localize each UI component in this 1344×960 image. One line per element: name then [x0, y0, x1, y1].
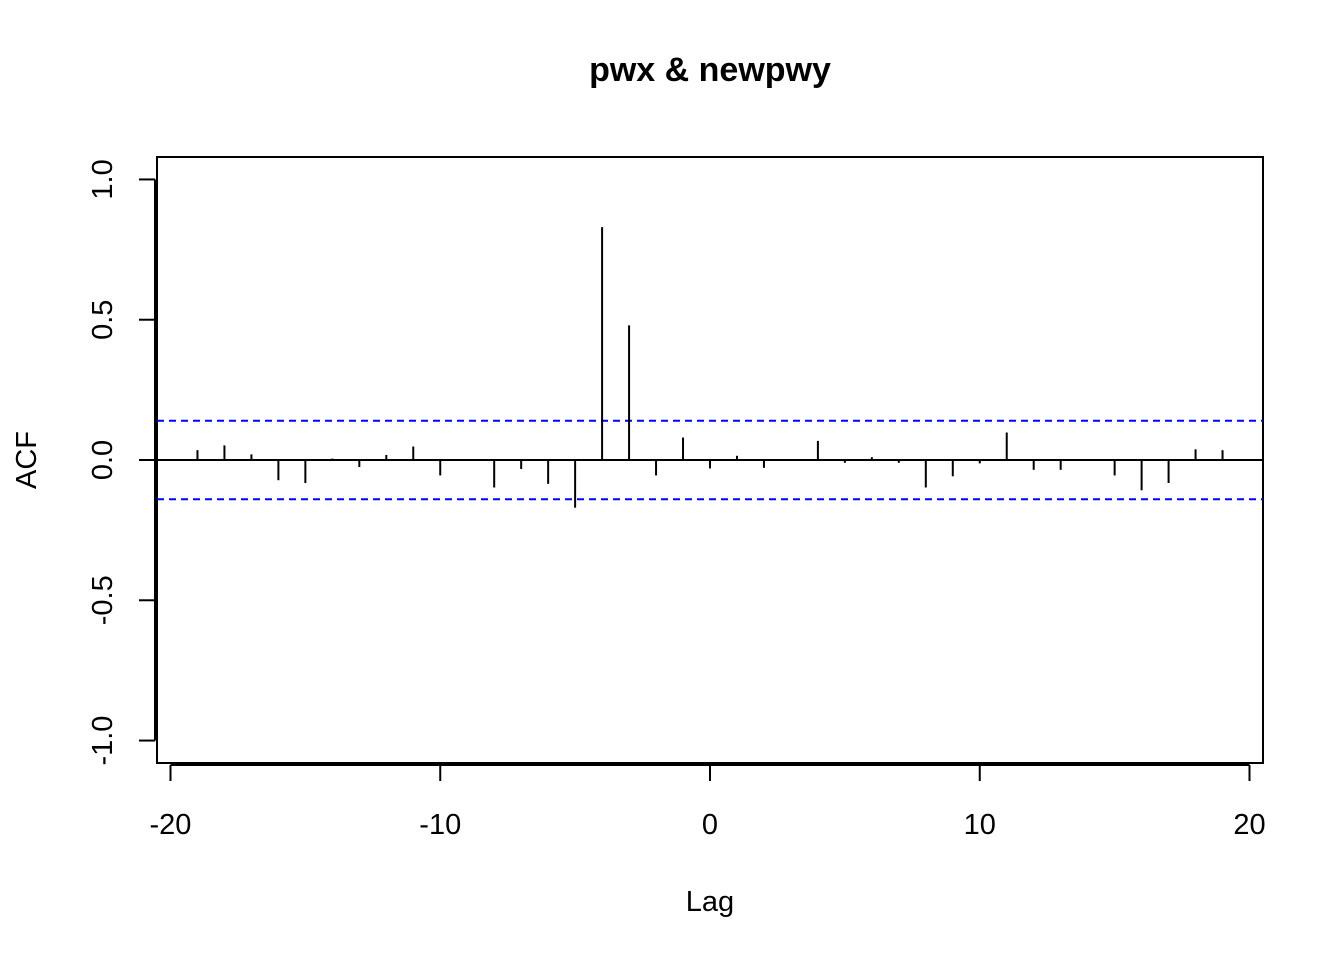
- y-tick-label: -1.0: [87, 716, 119, 766]
- plot-marks: [157, 227, 1263, 508]
- x-tick-label: 10: [964, 809, 996, 841]
- x-tick-label: 0: [702, 809, 718, 841]
- x-tick-label: -20: [150, 809, 192, 841]
- x-axis-label: Lag: [686, 886, 734, 918]
- y-tick-label: 1.0: [87, 159, 119, 199]
- x-tick-label: -10: [419, 809, 461, 841]
- x-tick-label: 20: [1233, 809, 1265, 841]
- y-axis: -1.0 -0.5 0.0 0.5 1.0: [87, 159, 156, 766]
- y-tick-label: 0.5: [87, 300, 119, 340]
- x-axis: -20 -10 0 10 20: [150, 764, 1266, 841]
- y-axis-label: ACF: [11, 431, 43, 489]
- y-tick-label: 0.0: [87, 440, 119, 480]
- chart-title: pwx & newpwy: [589, 51, 831, 89]
- y-tick-label: -0.5: [87, 575, 119, 625]
